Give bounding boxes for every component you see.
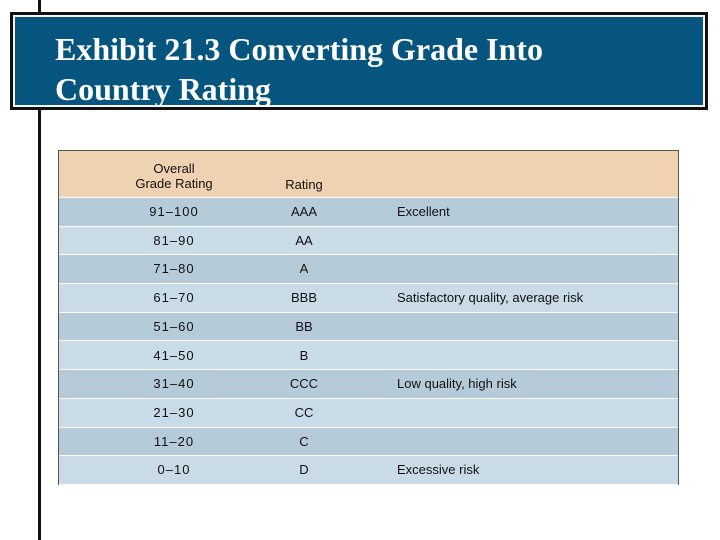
header-col1-line2: Grade Rating [135, 176, 213, 191]
title-line-1: Exhibit 21.3 Converting Grade Into [55, 31, 544, 67]
grade-range-cell: 51–60 [153, 318, 195, 334]
description-cell: Excellent [397, 204, 450, 219]
rating-cell: AAA [290, 204, 317, 219]
grade-range-cell: 41–50 [153, 347, 195, 363]
table-row: 11–20 C [59, 427, 678, 457]
table-row: 71–80 A [59, 255, 678, 285]
rating-cell: C [299, 433, 309, 449]
header-overall-grade-rating: Overall Grade Rating [99, 161, 249, 191]
page-title: Exhibit 21.3 Converting Grade Into Count… [55, 29, 695, 109]
grade-range-cell: 0–10 [157, 462, 191, 478]
description-cell: Satisfactory quality, average risk [397, 290, 584, 306]
rating-cell: BB [295, 318, 313, 334]
table-row: 61–70 BBB Satisfactory quality, average ri… [59, 284, 678, 313]
table-header: Overall Grade Rating Rating [59, 151, 678, 198]
rating-cell: D [299, 462, 309, 478]
title-banner: Exhibit 21.3 Converting Grade Into Count… [10, 12, 708, 110]
left-rule-line [38, 0, 41, 540]
grade-range-cell: 71–80 [153, 261, 195, 277]
table-row: 81–90 AA [59, 226, 678, 256]
table-row: 31–40 CCC Low quality, high risk [59, 370, 678, 399]
grade-range-cell: 61–70 [153, 290, 195, 306]
rating-cell: CC [294, 404, 314, 420]
grade-range-cell: 11–20 [153, 433, 195, 449]
rating-cell: B [299, 347, 309, 363]
title-line-2: Country Rating [55, 71, 272, 107]
rating-cell: BBB [290, 290, 317, 306]
table-row: 91–100 AAA Excellent [59, 198, 678, 227]
grade-range-cell: 81–90 [153, 232, 195, 248]
table-row: 51–60 BB [59, 312, 678, 342]
grade-range-cell: 21–30 [153, 404, 195, 420]
grade-range-cell: 31–40 [153, 376, 195, 392]
rating-cell: CCC [289, 376, 319, 392]
rating-cell: A [299, 261, 309, 277]
rating-table: Overall Grade Rating Rating 91–100 AAA Exc… [58, 150, 679, 485]
rating-cell: AA [295, 232, 313, 248]
grade-range-cell: 91–100 [149, 204, 199, 219]
table-row: 21–30 CC [59, 398, 678, 428]
description-cell: Low quality, high risk [397, 376, 517, 392]
table-row: 0–10 D Excessive risk [59, 456, 678, 485]
header-rating: Rating [285, 177, 323, 192]
header-col1-line1: Overall [153, 161, 195, 176]
description-cell: Excessive risk [397, 462, 480, 478]
table-row: 41–50 B [59, 341, 678, 371]
